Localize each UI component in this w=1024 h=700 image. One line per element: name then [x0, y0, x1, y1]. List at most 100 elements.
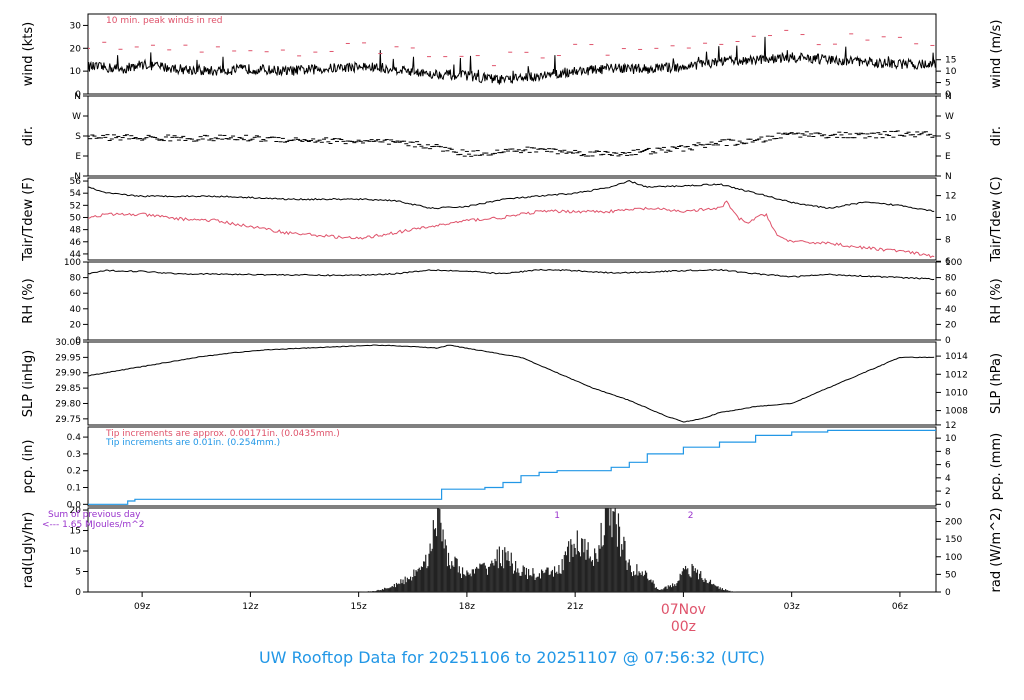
right-tick-label-rad: 50: [945, 570, 957, 580]
left-tick-label-slp: 29.80: [55, 399, 81, 409]
right-tick-label-pcp: 10: [945, 434, 957, 444]
series-group-dir: [88, 130, 936, 157]
right-tick-label-dir: E: [945, 152, 951, 162]
series-temp-1: [88, 200, 935, 259]
left-tick-label-rad: 15: [70, 527, 81, 537]
right-tick-label-rh: 20: [945, 320, 957, 330]
right-tick-label-pcp: 4: [945, 474, 951, 484]
left-tick-label-rh: 100: [64, 258, 81, 268]
series-temp-0: [88, 180, 935, 212]
panel-temp: [83, 177, 941, 262]
left-tick-label-rh: 60: [70, 289, 82, 299]
left-tick-label-rh: 0: [75, 336, 81, 346]
left-tick-label-pcp: 0.4: [67, 433, 82, 443]
right-tick-label-slp: 1010: [945, 388, 968, 398]
left-tick-label-rad: 10: [70, 547, 82, 557]
right-tick-label-rh: 80: [945, 274, 957, 284]
left-tick-label-rh: 80: [70, 274, 82, 284]
right-tick-label-slp: 1012: [945, 370, 968, 380]
right-tick-label-pcp: 8: [945, 447, 951, 457]
right-tick-label-pcp: 12: [945, 421, 956, 431]
right-tick-label-dir: S: [945, 132, 951, 142]
ylabel-right-dir: dir.: [989, 126, 1004, 146]
x-tick-label-1: 12z: [242, 602, 258, 612]
x-tick-label-0: 09z: [134, 602, 150, 612]
x-tick-label-4: 21z: [567, 602, 583, 612]
x-tick-label-2: 15z: [351, 602, 367, 612]
panel-rh: [83, 261, 941, 341]
panel-slp: [83, 341, 941, 426]
left-tick-label-pcp: 0.1: [67, 484, 81, 494]
left-tick-label-pcp: 0.0: [67, 500, 82, 510]
left-tick-label-wind: 20: [70, 44, 82, 54]
right-tick-label-temp: 12: [945, 192, 956, 202]
right-tick-label-rh: 40: [945, 305, 957, 315]
left-tick-label-wind: 0: [75, 90, 81, 100]
left-tick-label-temp: 50: [70, 213, 82, 223]
left-tick-label-slp: 30.00: [55, 338, 81, 348]
left-tick-label-rh: 20: [70, 320, 82, 330]
left-tick-label-pcp: 0.3: [67, 450, 81, 460]
right-tick-label-slp: 1008: [945, 407, 968, 417]
left-tick-label-rad: 20: [70, 506, 82, 516]
right-tick-label-rh: 60: [945, 289, 957, 299]
annotation-blue-pcp: Tip increments are 0.01in. (0.254mm.): [105, 438, 280, 448]
left-tick-label-rad: 5: [75, 568, 81, 578]
left-tick-label-slp: 29.90: [55, 369, 81, 379]
right-tick-label-rh: 100: [945, 258, 962, 268]
ylabel-left-rad: rad(Lgly/hr): [21, 512, 36, 588]
series-rh-0: [88, 268, 935, 281]
right-tick-label-slp: 1014: [945, 352, 968, 362]
ylabel-left-pcp: pcp. (in): [21, 440, 36, 494]
right-tick-label-pcp: 2: [945, 487, 951, 497]
annotation-sum-rad: Sum of previous day: [48, 510, 141, 520]
ylabel-right-slp: SLP (hPa): [989, 353, 1004, 414]
right-tick-label-pcp: 6: [945, 461, 951, 471]
right-tick-label-wind: 15: [945, 56, 956, 66]
series-group-wind: [88, 29, 936, 85]
ylabel-left-rh: RH (%): [21, 278, 36, 323]
right-tick-label-wind: 10: [945, 67, 957, 77]
series-wind-0: [88, 36, 936, 85]
left-tick-label-temp: 44: [70, 250, 82, 260]
x-tick-label-7: 06z: [892, 602, 908, 612]
right-tick-label-wind: 5: [945, 79, 951, 89]
panel-rad: [83, 507, 941, 593]
left-tick-label-dir: N: [74, 92, 81, 102]
right-tick-label-wind: 0: [945, 90, 951, 100]
x-tick-label-3: 18z: [459, 602, 475, 612]
left-tick-label-temp: 48: [70, 226, 82, 236]
x-tick-label-6: 03z: [784, 602, 800, 612]
left-tick-label-dir: S: [75, 132, 81, 142]
left-tick-label-wind: 30: [70, 21, 82, 31]
ylabel-left-temp: Tair/Tdew (F): [21, 177, 36, 262]
series-pcp-0: [88, 429, 936, 505]
right-tick-label-rad: 100: [945, 553, 962, 563]
ylabel-right-temp: Tair/Tdew (C): [989, 176, 1004, 262]
annotation-wind: 10 min. peak winds in red: [106, 16, 223, 26]
panel-frame-wind: [87, 13, 937, 95]
left-tick-label-rad: 0: [75, 588, 81, 598]
left-tick-label-dir: W: [72, 112, 81, 122]
ylabel-left-dir: dir.: [21, 126, 36, 146]
right-tick-label-rad: 150: [945, 535, 962, 545]
x-tick-sublabel-5: 00z: [671, 619, 696, 635]
ylabel-right-pcp: pcp. (mm): [989, 433, 1004, 500]
annotation-total-rad: <--- 1.65 MJoules/m^2: [42, 520, 144, 530]
right-tick-label-dir: N: [945, 172, 952, 182]
series-group-slp: [88, 344, 935, 423]
panel-frame-temp: [87, 177, 937, 261]
right-tick-label-temp: 6: [945, 257, 951, 267]
marker-rad-1: 2: [688, 511, 694, 521]
right-tick-label-rad: 0: [945, 588, 951, 598]
left-tick-label-slp: 29.75: [55, 415, 81, 425]
left-tick-label-dir: E: [75, 152, 81, 162]
ylabel-left-slp: SLP (inHg): [21, 350, 36, 418]
right-tick-label-dir: N: [945, 92, 952, 102]
panel-frame-rh: [87, 261, 937, 341]
series-group-pcp: [88, 429, 936, 505]
right-tick-label-rad: 200: [945, 518, 962, 528]
right-tick-label-pcp: 0: [945, 500, 951, 510]
